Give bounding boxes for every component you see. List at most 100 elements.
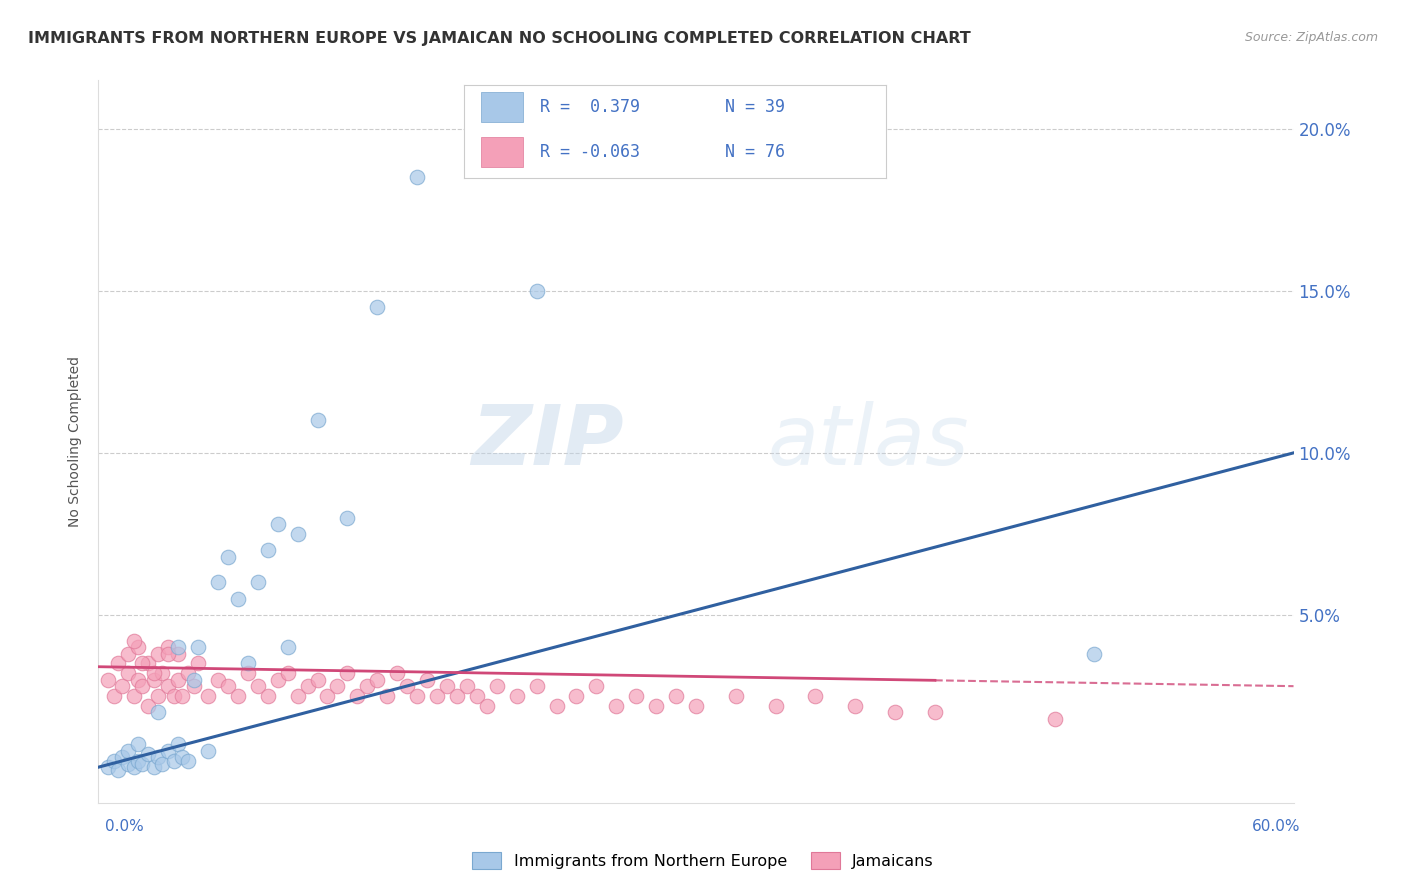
Point — [124, 760, 146, 774]
Point — [475, 698, 498, 713]
Point — [97, 673, 120, 687]
Point — [385, 666, 409, 681]
Point — [207, 575, 229, 590]
Point — [307, 673, 329, 687]
Point — [97, 760, 120, 774]
Point — [366, 673, 388, 687]
Point — [226, 591, 249, 606]
Point — [136, 657, 159, 671]
Point — [131, 679, 153, 693]
Point — [177, 666, 200, 681]
Point — [356, 679, 378, 693]
Point — [157, 744, 180, 758]
Point — [456, 679, 478, 693]
Point — [127, 754, 149, 768]
Point — [287, 689, 309, 703]
Point — [256, 543, 278, 558]
Point — [724, 689, 747, 703]
Point — [167, 647, 190, 661]
Point — [111, 679, 134, 693]
Point — [256, 689, 278, 703]
Point — [326, 679, 349, 693]
Point — [207, 673, 229, 687]
Point — [117, 756, 139, 771]
Point — [277, 640, 299, 655]
Point — [183, 679, 205, 693]
Point — [103, 754, 125, 768]
Point — [157, 647, 180, 661]
Point — [187, 640, 209, 655]
Point — [406, 170, 429, 185]
Point — [127, 673, 149, 687]
Point — [236, 657, 259, 671]
Point — [316, 689, 339, 703]
Point — [111, 750, 134, 764]
Point — [526, 679, 548, 693]
FancyBboxPatch shape — [481, 137, 523, 167]
Point — [446, 689, 468, 703]
Point — [197, 689, 219, 703]
Point — [117, 647, 139, 661]
Point — [685, 698, 707, 713]
Point — [124, 633, 146, 648]
Point — [884, 705, 907, 719]
Point — [426, 689, 449, 703]
Point — [157, 679, 180, 693]
Point — [157, 640, 180, 655]
Point — [172, 750, 194, 764]
Point — [107, 764, 129, 778]
Point — [148, 705, 170, 719]
Point — [1043, 712, 1066, 726]
Point — [103, 689, 125, 703]
Point — [217, 549, 239, 564]
Point — [136, 698, 159, 713]
Point — [246, 575, 269, 590]
Point — [416, 673, 439, 687]
Point — [148, 689, 170, 703]
Point — [585, 679, 607, 693]
Point — [406, 689, 429, 703]
Legend: Immigrants from Northern Europe, Jamaicans: Immigrants from Northern Europe, Jamaica… — [465, 846, 941, 875]
Point — [924, 705, 946, 719]
Point — [167, 640, 190, 655]
Text: R = -0.063: R = -0.063 — [540, 144, 640, 161]
Point — [117, 666, 139, 681]
Point — [143, 673, 166, 687]
Text: R =  0.379: R = 0.379 — [540, 98, 640, 116]
Point — [526, 284, 548, 298]
Point — [465, 689, 488, 703]
Point — [177, 754, 200, 768]
Point — [226, 689, 249, 703]
Point — [167, 738, 190, 752]
Point — [844, 698, 866, 713]
Point — [197, 744, 219, 758]
Point — [267, 673, 290, 687]
Point — [396, 679, 419, 693]
Point — [765, 698, 787, 713]
Point — [246, 679, 269, 693]
Point — [485, 679, 508, 693]
Point — [143, 666, 166, 681]
Point — [163, 754, 186, 768]
Point — [1083, 647, 1105, 661]
Point — [117, 744, 139, 758]
Point — [307, 413, 329, 427]
Point — [136, 747, 159, 762]
Point — [277, 666, 299, 681]
Point — [346, 689, 368, 703]
Point — [183, 673, 205, 687]
Point — [375, 689, 398, 703]
Point — [187, 657, 209, 671]
Y-axis label: No Schooling Completed: No Schooling Completed — [69, 356, 83, 527]
Point — [565, 689, 588, 703]
Point — [626, 689, 648, 703]
Point — [127, 640, 149, 655]
Point — [287, 527, 309, 541]
Point — [366, 300, 388, 314]
Point — [804, 689, 827, 703]
Point — [645, 698, 668, 713]
Text: 0.0%: 0.0% — [105, 820, 145, 834]
Point — [143, 760, 166, 774]
Point — [336, 510, 359, 524]
Point — [148, 647, 170, 661]
